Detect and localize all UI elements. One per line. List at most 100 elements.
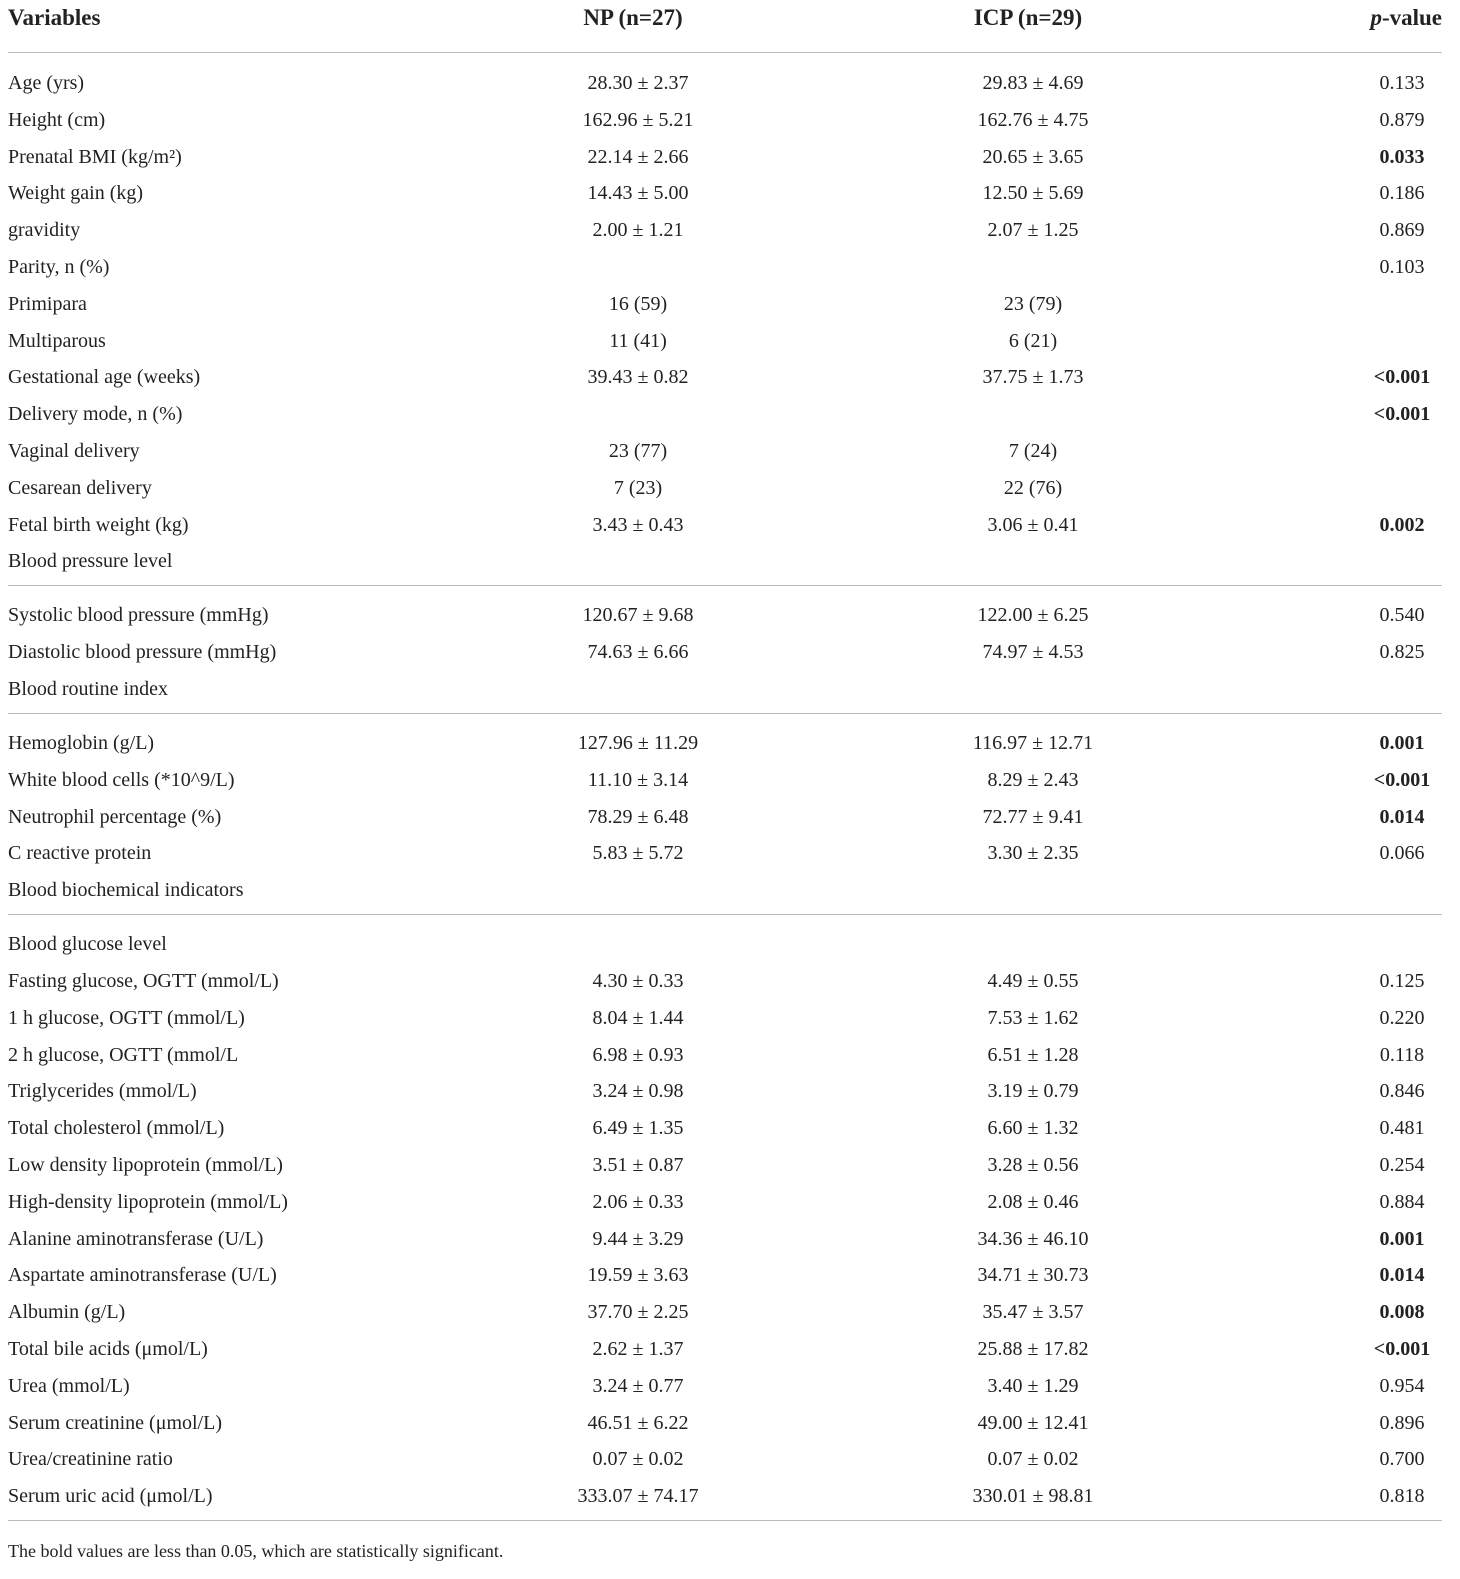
cell-value: 0.818 [1379,1485,1425,1508]
row-label: Vaginal delivery [8,440,140,462]
cell-value: 0.884 [1379,1190,1425,1213]
row-label: High-density lipoprotein (mmol/L) [8,1190,288,1213]
cell-value: 0.066 [1379,842,1425,865]
row-label: Delivery mode, n (%) [8,403,183,426]
cell-value: 0.879 [1379,108,1425,131]
cell-value: 35.47 ± 3.57 [982,1301,1084,1324]
cell-value: 122.00 ± 6.25 [977,604,1089,627]
row-label: Triglycerides (mmol/L) [8,1080,197,1103]
cell-value: 14.43 ± 5.00 [587,182,689,205]
cell-value: 0.103 [1379,256,1425,278]
cell-value: <0.001 [1373,1338,1431,1360]
section-rule [8,1520,1442,1522]
cell-value: 0.220 [1379,1006,1425,1029]
cell-value: 4.49 ± 0.55 [987,970,1079,992]
cell-value: 25.88 ± 17.82 [977,1338,1089,1360]
cell-value: 20.65 ± 3.65 [982,145,1084,168]
row-label: Blood routine index [8,678,168,700]
cell-value: 330.01 ± 98.81 [972,1485,1094,1508]
cell-value: 74.63 ± 6.66 [587,641,689,664]
cell-value: 3.06 ± 0.41 [987,513,1079,536]
cell-value: 0.700 [1379,1448,1425,1471]
row-label: Diastolic blood pressure (mmHg) [8,641,277,664]
cell-value: <0.001 [1373,768,1431,791]
cell-value: 5.83 ± 5.72 [592,842,684,865]
cell-value: 2.00 ± 1.21 [592,219,684,242]
header-cell: p-value [1370,5,1442,30]
cell-value: 2.08 ± 0.46 [987,1190,1079,1213]
cell-value: 74.97 ± 4.53 [982,641,1084,664]
row-label: Parity, n (%) [8,256,110,278]
cell-value: 3.43 ± 0.43 [592,513,684,536]
cell-value: 0.186 [1379,182,1425,205]
cell-value: 9.44 ± 3.29 [592,1227,684,1250]
row-label: Serum uric acid (μmol/L) [8,1485,213,1508]
cell-value: 4.30 ± 0.33 [592,970,684,992]
row-label: Hemoglobin (g/L) [8,732,155,754]
cell-value: 8.04 ± 1.44 [592,1006,684,1029]
row-label: Urea/creatinine ratio [8,1448,173,1471]
cell-value: 0.896 [1379,1411,1425,1434]
cell-value: 162.76 ± 4.75 [977,108,1089,131]
cell-value: 3.40 ± 1.29 [987,1374,1079,1397]
cell-value: 3.28 ± 0.56 [987,1154,1079,1176]
cell-value: 7 (23) [613,476,663,499]
cell-value: 72.77 ± 9.41 [982,805,1084,828]
row-label: Urea (mmol/L) [8,1374,130,1397]
cell-value: 0.002 [1379,513,1425,536]
row-label: Cesarean delivery [8,476,152,499]
section-rule [8,585,1442,587]
cell-value: 3.51 ± 0.87 [592,1154,684,1176]
cell-value: 7 (24) [1008,440,1058,462]
cell-value: 0.008 [1379,1301,1425,1324]
cell-value: 39.43 ± 0.82 [587,366,689,389]
cell-value: 0.001 [1379,1227,1425,1250]
row-label: Total cholesterol (mmol/L) [8,1117,225,1140]
cell-value: 34.71 ± 30.73 [977,1264,1089,1287]
row-label: Blood pressure level [8,550,173,573]
header-cell: Variables [8,5,101,30]
row-label: Alanine aminotransferase (U/L) [8,1227,264,1250]
cell-value: 34.36 ± 46.10 [977,1227,1089,1250]
row-label: Primipara [8,292,87,315]
row-label: gravidity [8,219,81,242]
cell-value: 333.07 ± 74.17 [577,1485,699,1508]
cell-value: 0.033 [1379,145,1425,168]
row-label: Gestational age (weeks) [8,366,201,389]
cell-value: 3.19 ± 0.79 [987,1080,1079,1103]
cell-value: 0.07 ± 0.02 [987,1448,1079,1471]
row-label: Neutrophil percentage (%) [8,805,222,828]
cell-value: 37.70 ± 2.25 [587,1301,689,1324]
row-label: Albumin (g/L) [8,1301,126,1324]
cell-value: 12.50 ± 5.69 [982,182,1084,205]
cell-value: 2.07 ± 1.25 [987,219,1079,242]
cell-value: 0.869 [1379,219,1425,242]
row-label: Prenatal BMI (kg/m²) [8,145,182,168]
cell-value: 120.67 ± 9.68 [582,604,694,627]
cell-value: 2.06 ± 0.33 [592,1190,684,1213]
cell-value: 8.29 ± 2.43 [987,768,1079,791]
cell-value: 2.62 ± 1.37 [592,1338,684,1360]
header-rule [8,52,1442,53]
cell-value: 0.481 [1379,1117,1425,1140]
cell-value: 0.825 [1379,641,1425,664]
cell-value: 0.133 [1379,72,1425,94]
row-label: Weight gain (kg) [8,182,144,205]
cell-value: 28.30 ± 2.37 [587,72,689,94]
row-label: Fasting glucose, OGTT (mmol/L) [8,970,279,992]
row-label: Serum creatinine (μmol/L) [8,1411,222,1434]
cell-value: <0.001 [1373,403,1431,426]
cell-value: 3.24 ± 0.77 [592,1374,684,1397]
cell-value: 116.97 ± 12.71 [972,732,1094,754]
cell-value: 6.51 ± 1.28 [987,1043,1079,1066]
cell-value: 6.98 ± 0.93 [592,1043,684,1066]
row-label: 1 h glucose, OGTT (mmol/L) [8,1006,245,1029]
cell-value: 0.118 [1379,1043,1425,1066]
cell-value: 3.30 ± 2.35 [987,842,1079,865]
cell-value: 78.29 ± 6.48 [587,805,689,828]
cell-value: 0.954 [1379,1374,1425,1397]
cell-value: 46.51 ± 6.22 [587,1411,689,1434]
cell-value: 23 (79) [1003,292,1063,315]
cell-value: 0.07 ± 0.02 [592,1448,684,1471]
cell-value: 0.014 [1379,1264,1425,1287]
